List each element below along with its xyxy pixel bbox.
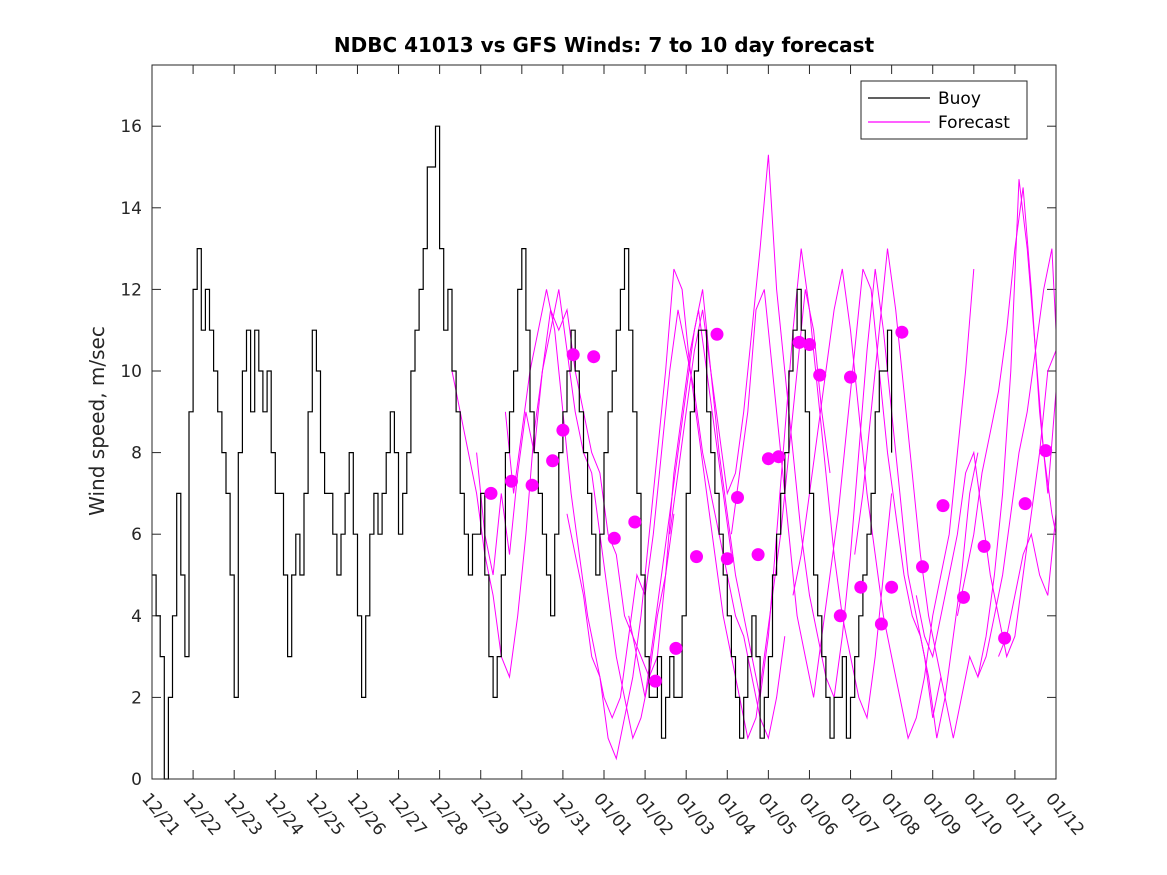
y-axis-label: Wind speed, m/sec — [85, 326, 109, 516]
forecast-point — [484, 486, 498, 500]
forecast-point — [761, 452, 775, 466]
forecast-point — [566, 348, 580, 362]
forecast-point — [772, 450, 786, 464]
plot-frame — [151, 64, 1057, 780]
forecast-point — [936, 499, 950, 513]
y-tick-label: 2 — [131, 688, 142, 708]
buoy-series-line — [152, 125, 893, 780]
forecast-point — [546, 454, 560, 468]
forecast-points — [484, 325, 1053, 688]
chart-title: NDBC 41013 vs GFS Winds: 7 to 10 day for… — [334, 33, 875, 57]
forecast-point — [998, 631, 1012, 645]
forecast-point — [505, 474, 518, 488]
forecast-point — [792, 335, 806, 349]
forecast-run-line — [451, 289, 732, 740]
legend-buoy-label: Buoy — [938, 89, 981, 109]
y-tick-label: 0 — [131, 770, 142, 790]
legend: Buoy Forecast — [860, 80, 1028, 140]
forecast-point — [803, 338, 816, 351]
forecast-point — [525, 478, 539, 492]
forecast-run-line — [669, 154, 942, 718]
forecast-point — [874, 617, 888, 631]
forecast-run-line — [977, 248, 1057, 678]
forecast-point — [916, 560, 929, 574]
forecast-point — [751, 548, 765, 562]
forecast-point — [957, 590, 970, 604]
forecast-point — [833, 609, 847, 623]
forecast-run-line — [998, 513, 1057, 657]
forecast-series-lines — [451, 154, 1057, 761]
forecast-run-line — [792, 268, 975, 740]
forecast-point — [710, 327, 724, 341]
forecast-run-line — [730, 268, 979, 739]
forecast-run-line — [956, 187, 1057, 616]
legend-forecast-label: Forecast — [938, 113, 1010, 133]
forecast-point — [648, 674, 662, 688]
y-tick-label: 8 — [131, 444, 142, 464]
forecast-point — [731, 491, 744, 504]
forecast-point — [720, 552, 734, 566]
forecast-point — [607, 531, 621, 545]
forecast-point — [1018, 497, 1032, 511]
forecast-point — [1039, 444, 1053, 458]
forecast-point — [844, 370, 857, 384]
forecast-point — [813, 368, 827, 382]
y-tick-label: 6 — [131, 525, 142, 545]
forecast-point — [885, 580, 899, 594]
forecast-point — [977, 539, 991, 553]
legend-box — [860, 80, 1028, 140]
y-tick-labels: 0 2 4 6 8 10 12 14 16 — [120, 117, 142, 790]
plot-area — [151, 64, 1057, 780]
y-tick-label: 4 — [131, 607, 142, 627]
forecast-point — [854, 580, 868, 594]
forecast-run-line — [854, 179, 1057, 739]
y-tick-label: 10 — [120, 362, 142, 382]
forecast-run-line — [566, 268, 831, 761]
y-tick-label: 12 — [120, 280, 142, 300]
forecast-point — [556, 423, 570, 437]
forecast-point — [895, 325, 909, 339]
forecast-point — [669, 641, 683, 655]
forecast-point — [587, 350, 601, 364]
y-tick-label: 14 — [120, 199, 142, 219]
forecast-point — [690, 550, 703, 564]
y-tick-label: 16 — [120, 117, 142, 137]
forecast-point — [628, 515, 642, 529]
